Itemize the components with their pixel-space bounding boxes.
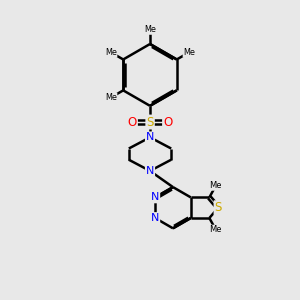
- Text: Me: Me: [209, 181, 222, 190]
- Text: N: N: [146, 132, 154, 142]
- Text: O: O: [128, 116, 137, 128]
- Text: S: S: [214, 201, 222, 214]
- Text: N: N: [151, 213, 159, 223]
- Text: O: O: [163, 116, 172, 128]
- Text: Me: Me: [105, 93, 117, 102]
- Text: Me: Me: [209, 225, 222, 234]
- Text: S: S: [146, 116, 154, 128]
- Text: Me: Me: [105, 48, 117, 57]
- Text: Me: Me: [183, 48, 195, 57]
- Text: N: N: [151, 192, 159, 203]
- Text: Me: Me: [144, 26, 156, 34]
- Text: N: N: [146, 166, 154, 176]
